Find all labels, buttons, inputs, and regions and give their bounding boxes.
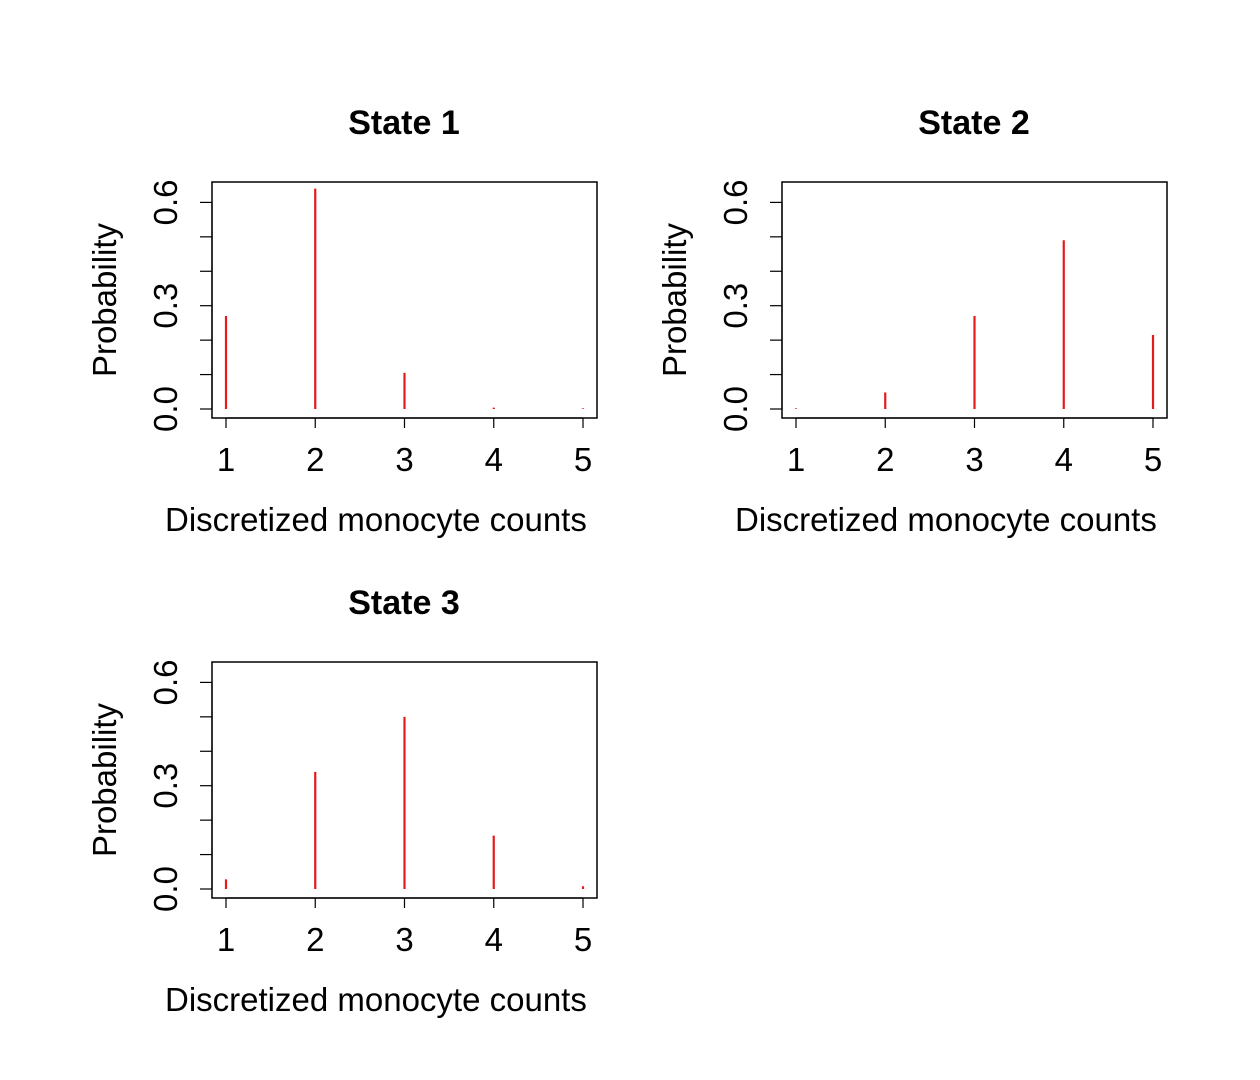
y-tick-label: 0.3 [147,763,184,809]
x-tick-label: 1 [217,441,235,478]
chart-title: State 3 [348,584,460,622]
x-tick-label: 1 [787,441,805,478]
y-tick-label: 0.3 [147,283,184,329]
chart-panel-2: State 2 1 2 3 4 5 0.0 0.3 0.6 Probability Discreti… [656,104,1168,538]
y-axis-label: Probability [656,222,693,377]
x-axis-label: Discretized monocyte counts [165,501,587,538]
y-tick-label: 0.3 [717,283,754,329]
x-tick-label: 3 [395,921,413,958]
x-tick-label: 5 [1144,441,1162,478]
x-tick-label: 5 [574,441,592,478]
x-tick-label: 2 [876,441,894,478]
x-tick-label: 5 [574,921,592,958]
y-tick-label: 0.6 [717,179,754,225]
y-tick-label: 0.0 [147,866,184,912]
x-tick-label: 1 [217,921,235,958]
y-axis-label: Probability [86,702,123,857]
y-tick-label: 0.0 [147,386,184,432]
x-tick-label: 2 [306,441,324,478]
x-tick-label: 2 [306,921,324,958]
y-tick-label: 0.0 [717,386,754,432]
chart-panel-3: State 3 1 2 3 4 5 0.0 0.3 0.6 Probability Discreti… [86,584,598,1018]
x-tick-label: 3 [965,441,983,478]
x-tick-label: 4 [485,921,503,958]
y-tick-label: 0.6 [147,179,184,225]
x-axis-label: Discretized monocyte counts [165,981,587,1018]
y-tick-label: 0.6 [147,659,184,705]
y-axis-label: Probability [86,222,123,377]
chart-title: State 2 [918,104,1030,142]
x-tick-label: 4 [1055,441,1073,478]
chart-title: State 1 [348,104,460,142]
x-axis-label: Discretized monocyte counts [735,501,1157,538]
chart-panel-1: State 1 1 2 3 4 5 0.0 0.3 0.6 Probability Discreti… [86,104,598,538]
x-tick-label: 3 [395,441,413,478]
x-tick-label: 4 [485,441,503,478]
